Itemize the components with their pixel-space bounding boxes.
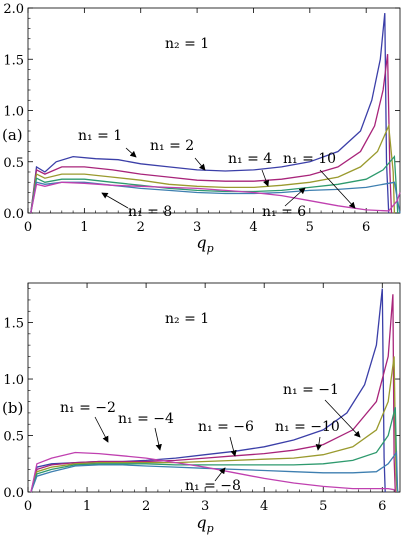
- panel-label-1: (b): [2, 399, 23, 417]
- curve-arrow-0-1: [194, 157, 206, 171]
- curve-label-0-4: n₁ = 8: [128, 204, 172, 220]
- x-tick-label-0-3: 3: [193, 220, 201, 235]
- x-tick-label-1-6: 6: [378, 499, 386, 514]
- y-tick-label-0-2: 1.0: [3, 105, 24, 120]
- y-tick-label-1-3: 1.5: [3, 317, 24, 332]
- curve-label-0-2: n₁ = 4: [228, 151, 272, 167]
- curve-label-0-3: n₁ = 10: [283, 151, 336, 167]
- x-tick-label-1-1: 1: [83, 499, 91, 514]
- x-tick-label-0-4: 4: [249, 220, 257, 235]
- curve-label-1-5: n₁ = −8: [185, 478, 241, 494]
- x-tick-label-1-5: 5: [319, 499, 327, 514]
- y-tick-label-0-3: 1.5: [3, 53, 24, 68]
- panel-annotation-1: n₂ = 1: [165, 311, 209, 327]
- x-tick-label-0-5: 5: [306, 220, 314, 235]
- x-axis-label-1: qp: [196, 513, 213, 535]
- curve-arrow-1-2: [154, 427, 162, 451]
- x-tick-label-0-2: 2: [137, 220, 145, 235]
- curve-arrow-0-5: [284, 187, 306, 207]
- x-tick-label-1-2: 2: [142, 499, 150, 514]
- curve-arrow-1-0: [324, 399, 361, 438]
- curve-label-0-1: n₁ = 2: [150, 138, 194, 154]
- curve-label-1-0: n₁ = −1: [283, 382, 339, 398]
- plot-frame-1: [27, 282, 401, 493]
- series-line-0-5: [30, 181, 401, 214]
- curve-label-0-0: n₁ = 1: [78, 128, 122, 144]
- y-tick-label-0-0: 0.0: [3, 207, 24, 222]
- x-tick-label-0-0: 0: [24, 220, 32, 235]
- series-line-0-2: [30, 123, 396, 214]
- y-tick-label-1-0: 0.0: [3, 486, 24, 501]
- y-tick-label-0-4: 2.0: [3, 2, 24, 17]
- x-tick-label-0-6: 6: [362, 220, 370, 235]
- curve-arrow-0-2: [261, 169, 270, 187]
- series-line-1-5: [30, 451, 395, 493]
- curve-arrow-1-5: [214, 467, 226, 482]
- curve-arrow-1-3: [229, 436, 237, 457]
- series-line-1-3: [30, 407, 399, 493]
- y-tick-label-0-1: 0.5: [3, 156, 24, 171]
- x-tick-label-1-0: 0: [24, 499, 32, 514]
- curve-label-1-3: n₁ = −6: [198, 419, 254, 435]
- curve-label-0-5: n₁ = 6: [262, 204, 306, 220]
- curve-arrow-1-4: [315, 436, 323, 451]
- series-line-0-3: [30, 154, 399, 214]
- curve-arrow-0-0: [125, 147, 137, 158]
- series-line-0-1: [30, 54, 393, 214]
- panel-label-0: (a): [2, 126, 23, 144]
- series-line-1-2: [30, 356, 398, 493]
- y-tick-label-1-2: 1.0: [3, 373, 24, 388]
- x-axis-label-0: qp: [196, 233, 213, 255]
- x-tick-label-0-1: 1: [80, 220, 88, 235]
- curve-arrow-0-3: [319, 169, 356, 209]
- y-tick-label-1-1: 0.5: [3, 430, 24, 445]
- curve-arrow-1-1: [94, 416, 109, 443]
- curve-arrow-0-4: [101, 192, 129, 209]
- panel-annotation-0: n₂ = 1: [165, 36, 209, 52]
- series-line-0-0: [30, 13, 390, 214]
- x-tick-label-1-4: 4: [260, 499, 268, 514]
- curve-label-1-1: n₁ = −2: [60, 400, 116, 416]
- curve-label-1-2: n₁ = −4: [118, 411, 174, 427]
- curve-label-1-4: n₁ = −10: [275, 419, 340, 435]
- x-tick-label-1-3: 3: [201, 499, 209, 514]
